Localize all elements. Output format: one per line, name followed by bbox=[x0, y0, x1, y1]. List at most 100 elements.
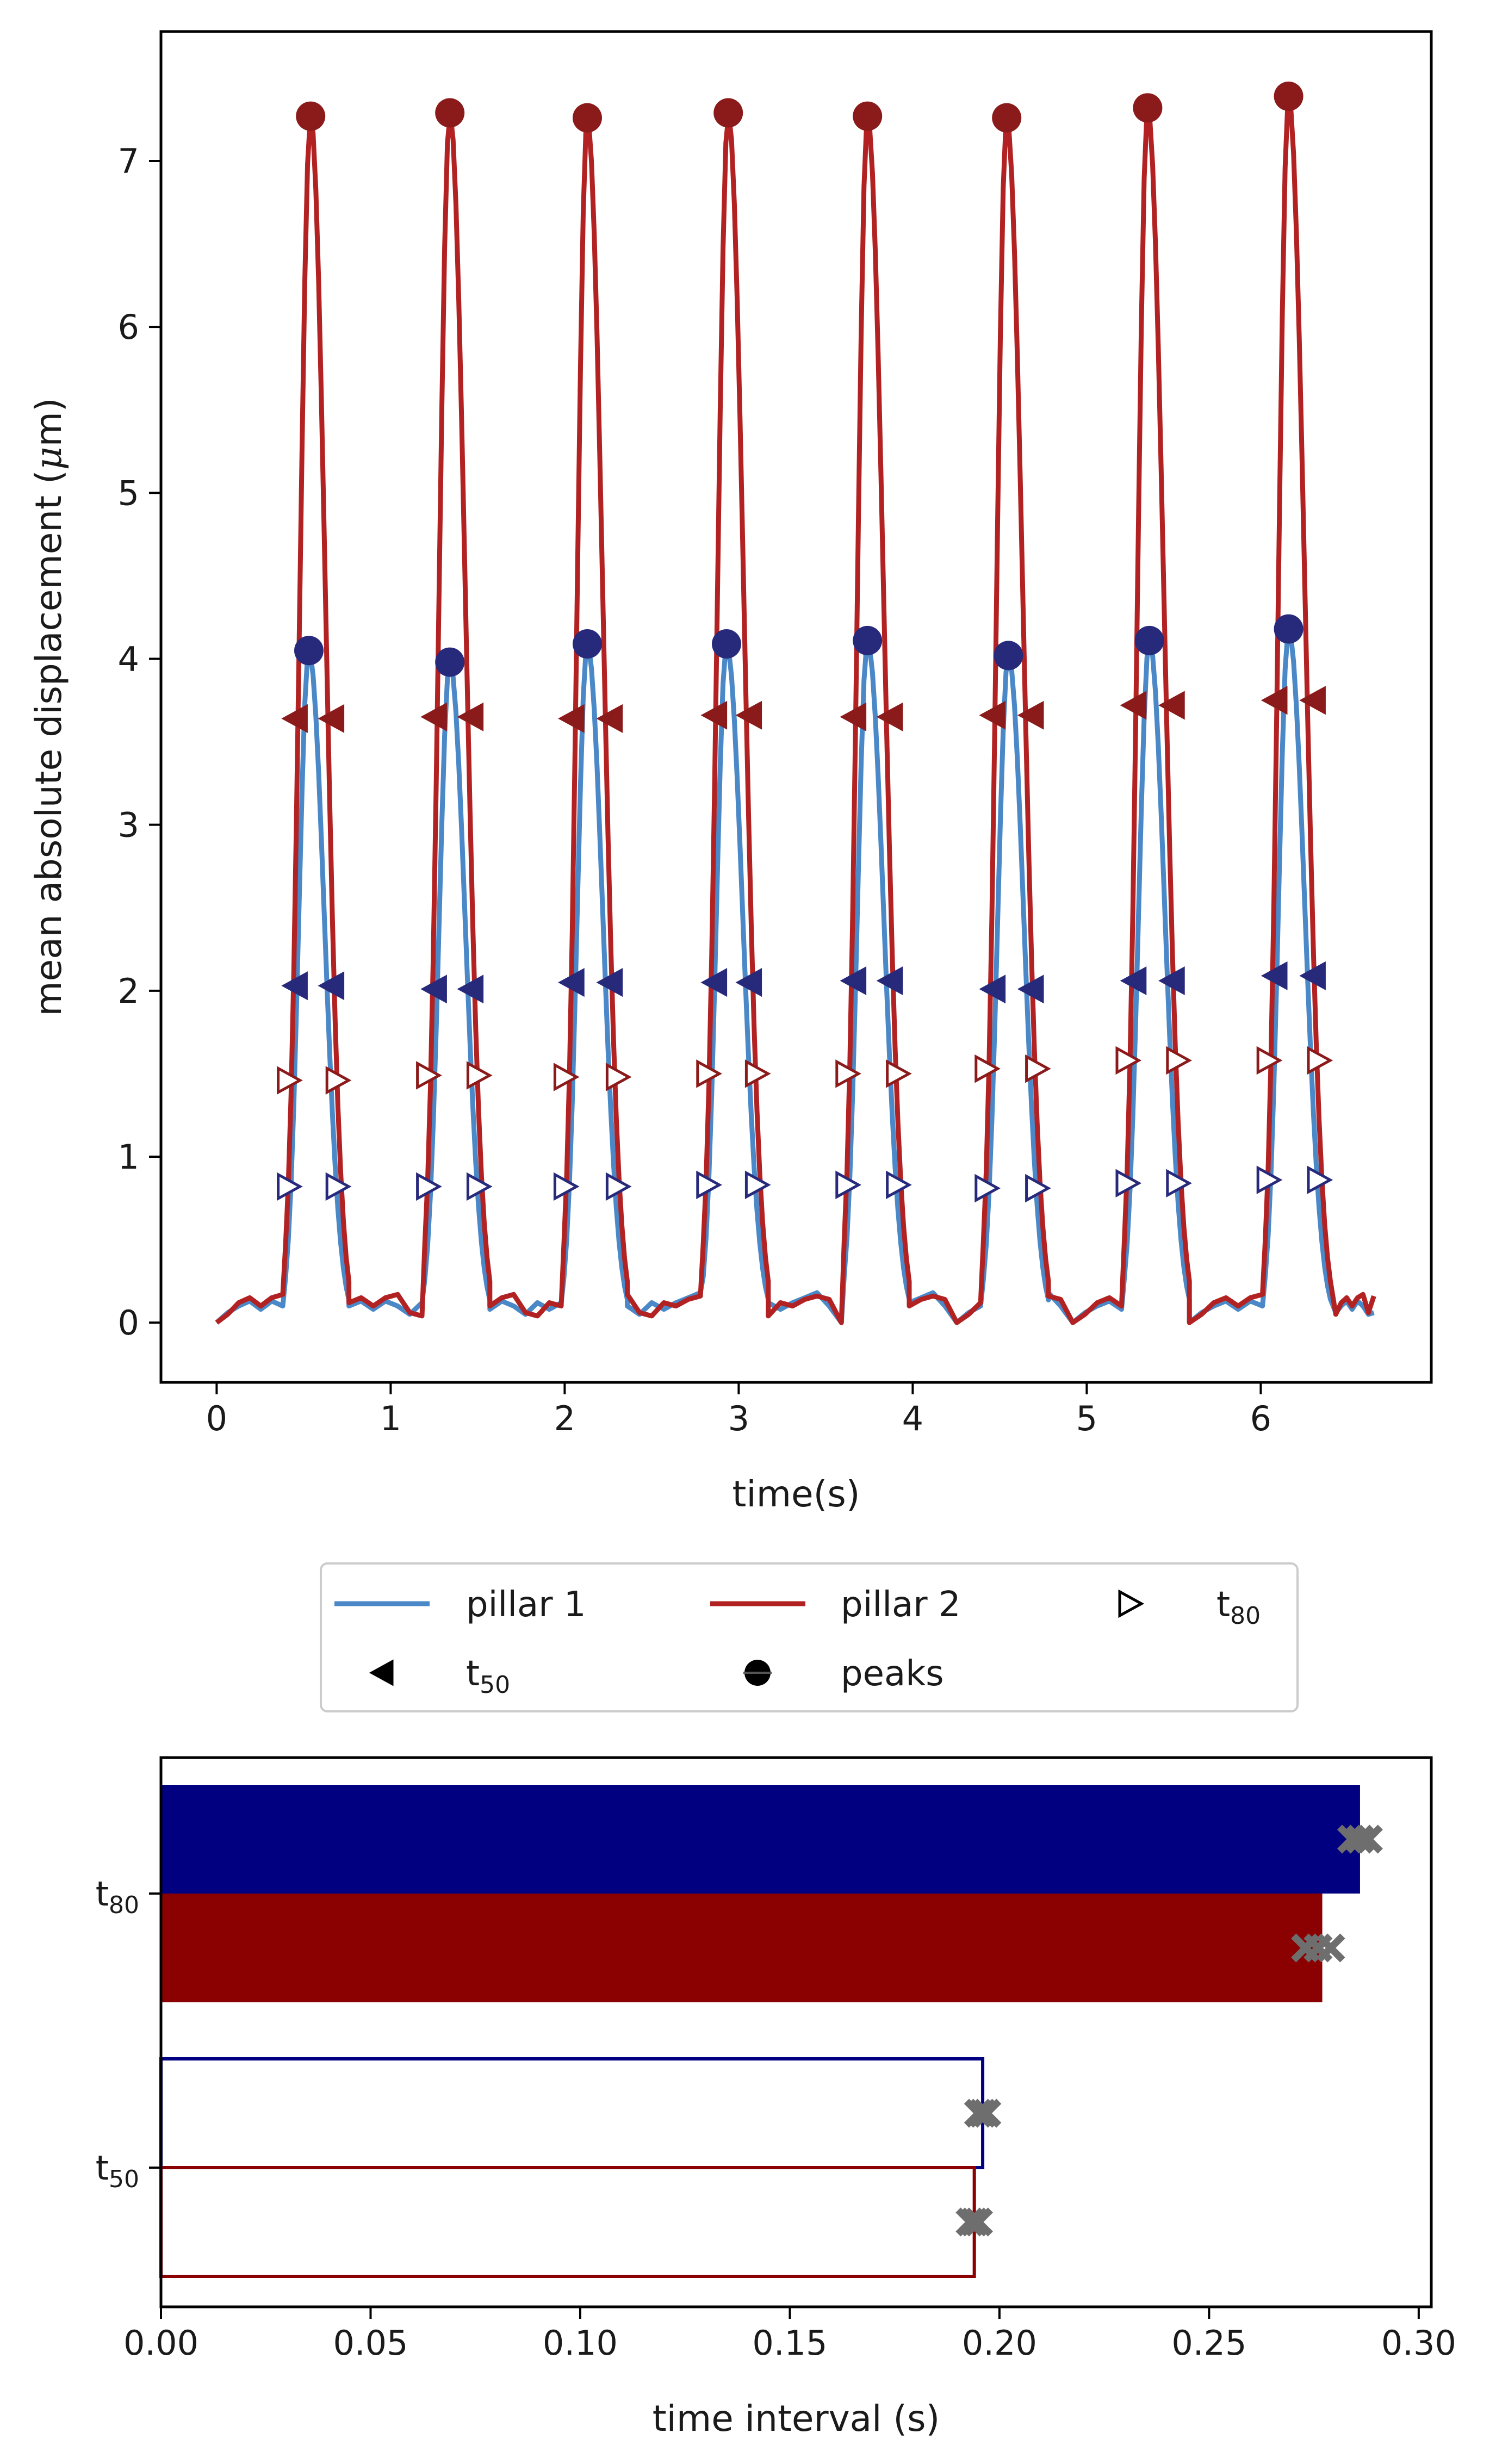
t80-marker bbox=[1166, 1169, 1192, 1198]
pillar2-line bbox=[215, 96, 1376, 1325]
legend-pillar2-label: pillar 2 bbox=[841, 1585, 961, 1625]
peak-marker-pillar1 bbox=[573, 629, 602, 659]
top-x-tick-label: 4 bbox=[902, 1399, 923, 1438]
t50-marker bbox=[1017, 700, 1044, 730]
t80-marker bbox=[277, 1172, 303, 1201]
peak-marker-pillar2 bbox=[435, 98, 465, 128]
bottom-y-ticks: t80 t50 bbox=[96, 1874, 161, 2193]
individual-point-x bbox=[1354, 1824, 1383, 1854]
bottom-points bbox=[955, 1824, 1383, 2237]
bottom-x-ticks: 0.00 0.05 0.10 0.15 0.20 0.25 0.30 bbox=[123, 2307, 1456, 2363]
top-markers bbox=[277, 82, 1333, 1203]
peak-marker-pillar1 bbox=[853, 625, 883, 655]
t80-marker bbox=[974, 1054, 1001, 1083]
legend-t50-marker bbox=[369, 1659, 394, 1686]
t50-marker bbox=[558, 968, 585, 997]
top-y-tick-label: 3 bbox=[118, 805, 139, 845]
bottom-x-tick-label: 0.30 bbox=[1381, 2323, 1456, 2363]
t80-marker bbox=[974, 1174, 1001, 1203]
t50-marker bbox=[1299, 686, 1326, 715]
t50-marker bbox=[1120, 966, 1147, 996]
t80-marker bbox=[325, 1172, 352, 1201]
t50-marker bbox=[1261, 686, 1288, 715]
t80-marker bbox=[1307, 1046, 1333, 1075]
top-y-ticks: 0 1 2 3 4 5 6 7 bbox=[118, 141, 161, 1343]
peak-marker-pillar2 bbox=[713, 98, 743, 128]
t50-marker bbox=[281, 971, 308, 1001]
top-x-tick-label: 6 bbox=[1250, 1399, 1271, 1438]
peak-marker-pillar1 bbox=[435, 647, 465, 677]
t50-marker bbox=[596, 704, 623, 733]
t50-marker bbox=[1120, 691, 1147, 720]
t80-marker bbox=[553, 1172, 580, 1201]
legend-pillar1-label: pillar 1 bbox=[466, 1585, 586, 1625]
top-y-tick-label: 7 bbox=[118, 141, 139, 181]
bottom-bars bbox=[159, 1785, 1360, 2278]
top-x-tick-label: 0 bbox=[206, 1399, 227, 1438]
t80-marker bbox=[416, 1172, 442, 1201]
t50-marker bbox=[596, 968, 623, 997]
legend-t80-label: t80 bbox=[1216, 1585, 1261, 1630]
individual-point-x bbox=[1345, 1824, 1375, 1854]
t50-marker bbox=[420, 975, 447, 1004]
top-x-axis-label: time(s) bbox=[733, 1473, 860, 1515]
legend-t50-label: t50 bbox=[466, 1654, 510, 1699]
top-y-tick-label: 1 bbox=[118, 1137, 139, 1177]
top-y-tick-label: 2 bbox=[118, 971, 139, 1011]
bottom-x-tick-label: 0.00 bbox=[123, 2323, 198, 2363]
t50-marker bbox=[979, 975, 1006, 1004]
top-y-tick-label: 0 bbox=[118, 1303, 139, 1343]
individual-point-x bbox=[964, 2207, 993, 2237]
top-x-tick-label: 5 bbox=[1076, 1399, 1097, 1438]
legend-t80-marker bbox=[1118, 1589, 1145, 1618]
pillar1-bar-t80 bbox=[161, 1785, 1360, 1894]
t50-marker bbox=[876, 966, 903, 996]
peak-marker-pillar1 bbox=[1274, 614, 1303, 644]
t50-marker bbox=[318, 971, 345, 1001]
legend: pillar 1 pillar 2 t80 t50 peaks bbox=[320, 1562, 1299, 1712]
t50-marker bbox=[457, 702, 484, 731]
individual-point-x bbox=[1316, 1933, 1345, 1963]
peak-marker-pillar1 bbox=[712, 629, 741, 659]
t50-marker bbox=[457, 975, 484, 1004]
top-x-tick-label: 1 bbox=[380, 1399, 401, 1438]
bottom-x-tick-label: 0.15 bbox=[752, 2323, 827, 2363]
legend-peaks-label: peaks bbox=[841, 1654, 944, 1694]
t80-marker bbox=[1166, 1046, 1192, 1075]
peak-marker-pillar2 bbox=[853, 101, 883, 131]
t80-marker bbox=[744, 1170, 771, 1200]
top-x-tick-label: 3 bbox=[728, 1399, 749, 1438]
peak-marker-pillar2 bbox=[573, 103, 602, 133]
individual-point-x bbox=[972, 2099, 1002, 2128]
t50-marker bbox=[840, 702, 867, 731]
t80-marker bbox=[886, 1059, 912, 1088]
t50-marker bbox=[735, 968, 762, 997]
t80-marker bbox=[696, 1059, 722, 1088]
t80-marker bbox=[416, 1061, 442, 1090]
peak-marker-pillar2 bbox=[296, 101, 326, 131]
t80-marker bbox=[835, 1170, 861, 1200]
pillar2-bar-t50 bbox=[159, 2166, 976, 2278]
t50-marker bbox=[1261, 961, 1288, 990]
t80-marker bbox=[1025, 1174, 1051, 1203]
top-plot-frame bbox=[159, 30, 1433, 1384]
peak-marker-pillar2 bbox=[1133, 93, 1163, 123]
t80-marker bbox=[553, 1063, 580, 1091]
t80-marker bbox=[696, 1170, 722, 1200]
peak-marker-pillar1 bbox=[294, 636, 324, 666]
t80-marker bbox=[1115, 1046, 1142, 1075]
t50-marker bbox=[281, 704, 308, 733]
bottom-x-tick-label: 0.10 bbox=[543, 2323, 618, 2363]
pillar1-line bbox=[215, 628, 1375, 1325]
t50-marker bbox=[735, 700, 762, 730]
top-y-tick-label: 4 bbox=[118, 640, 139, 679]
t80-marker bbox=[1256, 1046, 1283, 1075]
top-y-tick-label: 5 bbox=[118, 473, 139, 513]
top-y-tick-label: 6 bbox=[118, 307, 139, 347]
peak-marker-pillar1 bbox=[1134, 625, 1164, 655]
top-curves bbox=[215, 96, 1376, 1325]
t50-marker bbox=[876, 702, 903, 731]
bottom-x-axis-label: time interval (s) bbox=[653, 2398, 940, 2440]
interval-bar-chart: 0.00 0.05 0.10 0.15 0.20 0.25 0.30 t80 t50 time… bbox=[96, 1756, 1456, 2440]
